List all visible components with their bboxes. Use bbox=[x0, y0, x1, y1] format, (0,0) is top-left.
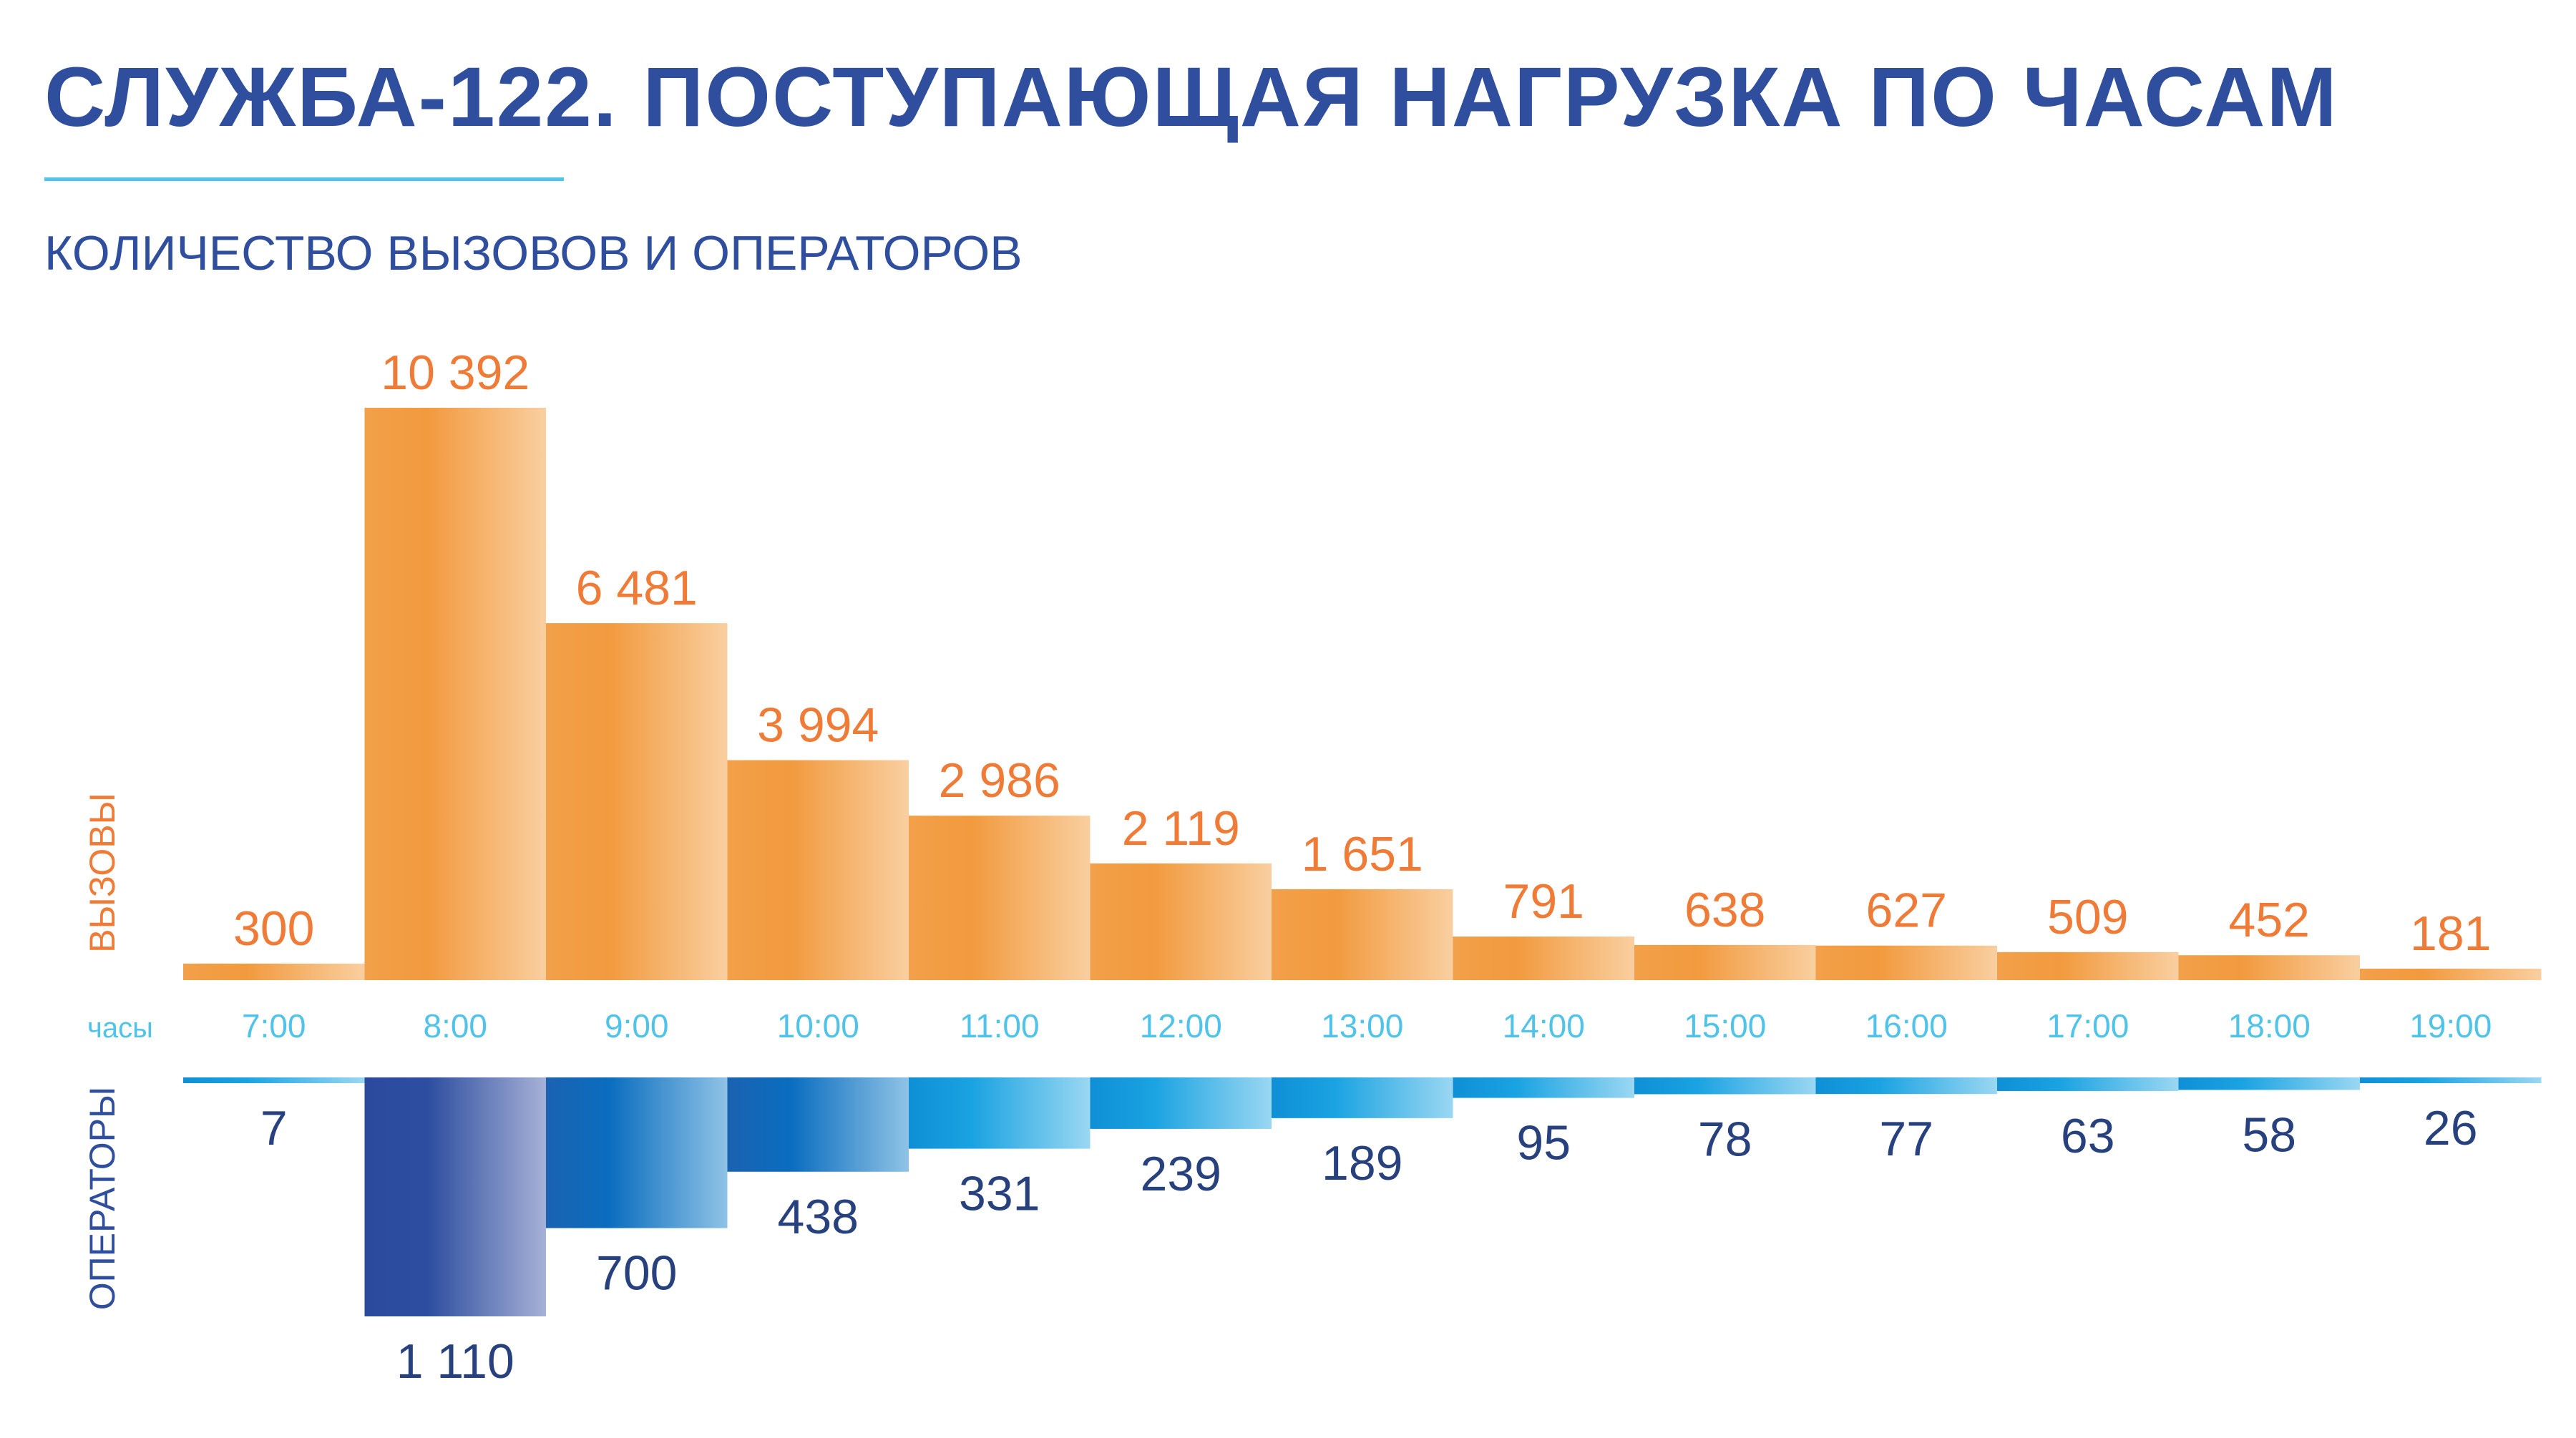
hour-tick-label: 18:00 bbox=[2228, 1007, 2311, 1045]
calls-value-label: 181 bbox=[2410, 906, 2491, 961]
operators-value-label: 189 bbox=[1322, 1136, 1402, 1190]
calls-bar bbox=[1272, 889, 1453, 980]
calls-value-label: 1 651 bbox=[1302, 827, 1423, 881]
operators-series-title: ОПЕРАТОРЫ bbox=[82, 1087, 122, 1310]
calls-value-label: 452 bbox=[2229, 893, 2310, 947]
calls-bar bbox=[364, 408, 546, 980]
operators-value-label: 95 bbox=[1516, 1116, 1571, 1170]
calls-bar bbox=[183, 963, 365, 980]
calls-value-label: 627 bbox=[1866, 884, 1947, 938]
operators-bar bbox=[1815, 1077, 1997, 1095]
calls-value-label: 2 119 bbox=[1122, 801, 1240, 856]
hour-tick-label: 19:00 bbox=[2409, 1007, 2492, 1045]
operators-bar bbox=[183, 1077, 365, 1083]
operators-bar bbox=[1997, 1077, 2179, 1091]
operators-bar bbox=[2178, 1077, 2360, 1090]
calls-value-label: 6 481 bbox=[576, 561, 698, 615]
hour-tick-label: 9:00 bbox=[605, 1007, 669, 1045]
operators-bar bbox=[727, 1077, 909, 1172]
operators-value-label: 77 bbox=[1879, 1112, 1933, 1166]
hour-tick-label: 10:00 bbox=[777, 1007, 859, 1045]
calls-value-label: 638 bbox=[1684, 883, 1765, 937]
hour-tick-label: 11:00 bbox=[960, 1007, 1040, 1045]
calls-bar bbox=[909, 816, 1091, 980]
operators-bar bbox=[2360, 1077, 2542, 1083]
calls-value-label: 2 986 bbox=[939, 753, 1060, 808]
calls-bar bbox=[1453, 936, 1634, 980]
operators-value-label: 58 bbox=[2242, 1107, 2296, 1162]
operators-bar bbox=[364, 1077, 546, 1316]
operators-value-label: 239 bbox=[1141, 1147, 1221, 1201]
calls-bar bbox=[1090, 863, 1272, 980]
hour-tick-label: 16:00 bbox=[1865, 1007, 1948, 1045]
calls-value-label: 3 994 bbox=[757, 698, 879, 753]
calls-value-label: 509 bbox=[2047, 890, 2128, 944]
chart-subtitle: КОЛИЧЕСТВО ВЫЗОВОВ И ОПЕРАТОРОВ bbox=[44, 226, 1023, 280]
calls-bar bbox=[1634, 944, 1816, 980]
calls-bar bbox=[1997, 952, 2179, 980]
operators-value-label: 1 110 bbox=[396, 1334, 514, 1389]
operators-value-label: 331 bbox=[959, 1167, 1040, 1221]
hour-tick-label: 13:00 bbox=[1321, 1007, 1403, 1045]
operators-value-label: 26 bbox=[2424, 1101, 2478, 1155]
page-title: СЛУЖБА-122. ПОСТУПАЮЩАЯ НАГРУЗКА ПО ЧАСА… bbox=[44, 50, 2338, 145]
hour-tick-label: 12:00 bbox=[1140, 1007, 1222, 1045]
operators-bar bbox=[1634, 1077, 1816, 1095]
operators-value-label: 63 bbox=[2061, 1109, 2115, 1163]
operators-bar bbox=[1453, 1077, 1634, 1098]
calls-bar bbox=[2360, 969, 2542, 980]
hour-tick-label: 14:00 bbox=[1503, 1007, 1585, 1045]
hour-tick-label: 15:00 bbox=[1684, 1007, 1766, 1045]
x-axis-label: часы bbox=[87, 1012, 153, 1044]
hour-tick-label: 17:00 bbox=[2046, 1007, 2129, 1045]
hour-tick-label: 7:00 bbox=[242, 1007, 306, 1045]
calls-bar bbox=[727, 760, 909, 980]
operators-value-label: 700 bbox=[596, 1246, 677, 1301]
calls-bar bbox=[2178, 955, 2360, 980]
operators-value-label: 78 bbox=[1698, 1112, 1752, 1166]
operators-value-label: 7 bbox=[260, 1101, 288, 1155]
operators-bar bbox=[1272, 1077, 1453, 1118]
calls-value-label: 10 392 bbox=[381, 346, 530, 400]
hour-tick-label: 8:00 bbox=[423, 1007, 487, 1045]
operators-bar bbox=[909, 1077, 1091, 1149]
calls-series-title: ВЫЗОВЫ bbox=[82, 793, 122, 953]
operators-bar bbox=[546, 1077, 728, 1228]
operators-value-label: 438 bbox=[778, 1190, 859, 1244]
title-underline bbox=[44, 177, 564, 181]
calls-value-label: 300 bbox=[233, 901, 314, 956]
calls-bar bbox=[1815, 945, 1997, 980]
operators-bar bbox=[1090, 1077, 1272, 1129]
calls-bar bbox=[546, 623, 728, 980]
calls-value-label: 791 bbox=[1503, 874, 1584, 929]
